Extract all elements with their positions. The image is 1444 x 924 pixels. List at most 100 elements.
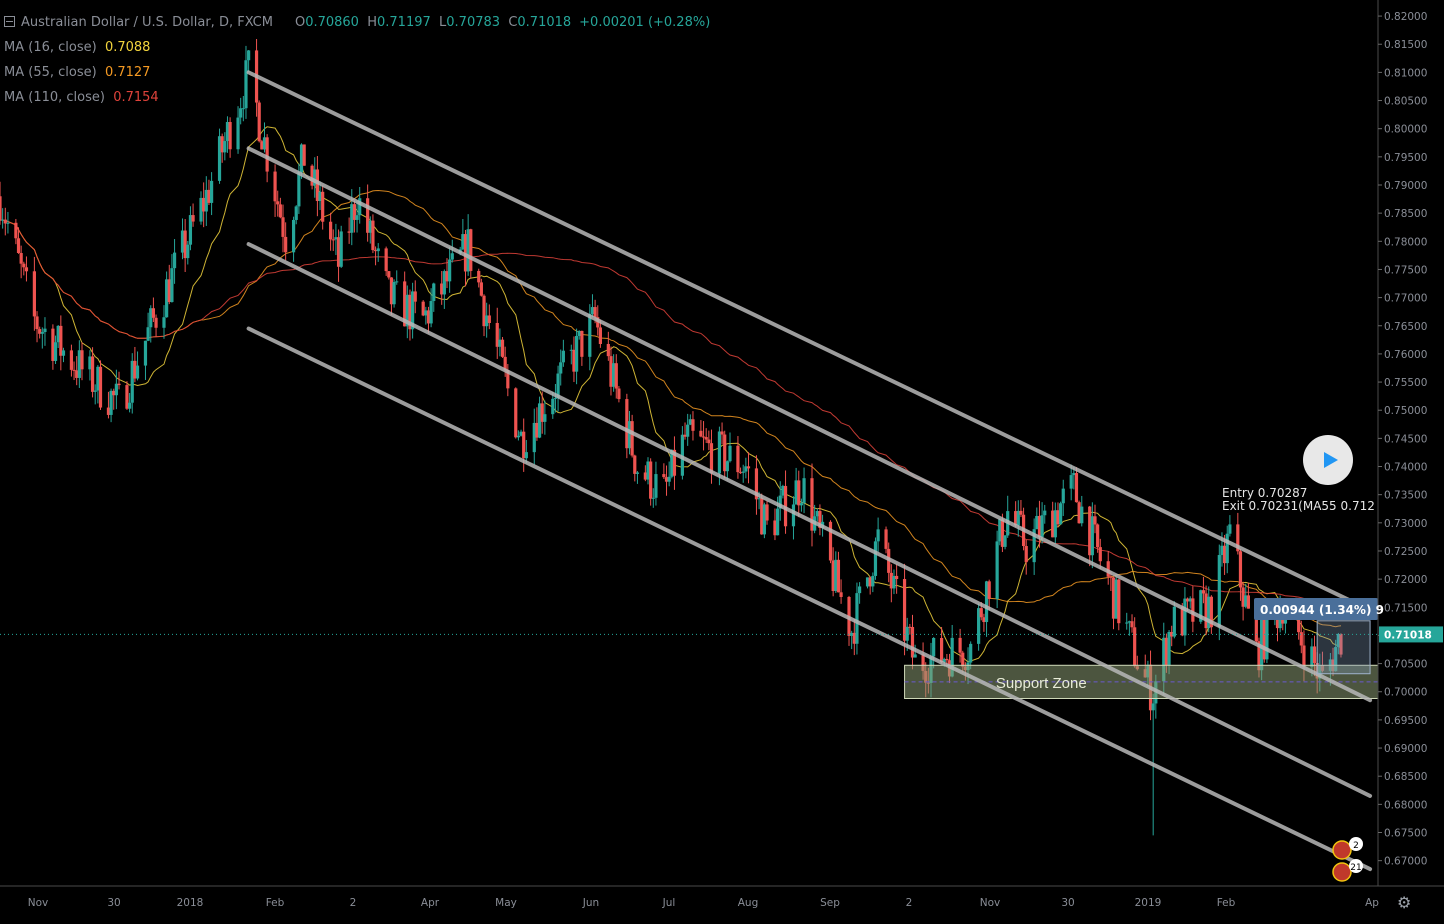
time-axis-panel <box>0 886 1444 924</box>
candle-body <box>411 291 415 330</box>
candle-body <box>1217 555 1221 628</box>
candle-body <box>913 654 917 658</box>
candle-body <box>969 643 973 663</box>
collapse-toggle-icon[interactable] <box>4 16 15 27</box>
candle-body <box>683 434 687 437</box>
candle-body <box>876 529 880 542</box>
event-count-text: 2 <box>1353 841 1359 851</box>
high-value: 0.71197 <box>377 15 431 30</box>
channel-line-1[interactable] <box>246 70 1373 613</box>
time-tick-label: Feb <box>1217 897 1236 909</box>
candle-body <box>1032 529 1036 563</box>
candle-body <box>500 339 505 357</box>
candle-body <box>543 414 547 422</box>
close-label: C <box>508 15 518 30</box>
candle-body <box>717 431 722 474</box>
candle-body <box>572 349 576 372</box>
open-value: 0.70860 <box>305 15 359 30</box>
candle-body <box>1201 590 1206 594</box>
candle-body <box>209 180 214 203</box>
candle-body <box>432 283 436 302</box>
candle-body <box>773 520 777 536</box>
high-label: H <box>367 15 377 30</box>
candle-body <box>299 144 304 173</box>
time-tick-label: Jul <box>662 897 676 909</box>
candle-body <box>114 383 118 396</box>
candle-body <box>241 108 245 110</box>
candle-body <box>1114 579 1118 619</box>
candle-body <box>1024 546 1028 563</box>
settings-gear-icon[interactable]: ⚙ <box>1397 893 1412 912</box>
candle-body <box>635 472 640 474</box>
time-tick-label: Ap <box>1365 897 1379 909</box>
candle-body <box>1191 598 1195 622</box>
candle-body <box>310 165 314 186</box>
candle-body <box>1061 488 1065 504</box>
candle-body <box>871 575 875 587</box>
candle-body <box>537 403 542 438</box>
candle-body <box>236 117 240 150</box>
candle-body <box>506 370 510 389</box>
candle-body <box>38 329 42 334</box>
time-tick-label: 2 <box>350 897 357 909</box>
candle-body <box>96 366 100 391</box>
candle-body <box>667 476 671 482</box>
candle-body <box>217 136 222 181</box>
low-label: L <box>439 15 447 30</box>
candle-body <box>606 343 610 357</box>
channel-line-2[interactable] <box>246 146 1373 703</box>
candle-body <box>88 356 92 370</box>
candle-body <box>183 230 187 259</box>
candle-body <box>109 390 113 415</box>
candle-body <box>569 349 573 351</box>
candle-body <box>1236 524 1240 552</box>
price-tick-label: 0.68500 <box>1384 771 1427 783</box>
candle-body <box>1051 510 1055 538</box>
ma-16-row[interactable]: MA (16, close) 0.7088 <box>4 39 710 64</box>
candle-body <box>654 474 658 498</box>
candle-body <box>495 322 499 347</box>
ma-110-row[interactable]: MA (110, close) 0.7154 <box>4 89 710 114</box>
candle-body <box>90 356 95 392</box>
candle-body <box>662 474 666 478</box>
ma-55-row[interactable]: MA (55, close) 0.7127 <box>4 64 710 89</box>
candle-body <box>1336 633 1340 648</box>
candle-body <box>1072 473 1076 476</box>
candle-body <box>902 579 907 641</box>
candle-body <box>643 472 647 480</box>
candle-body <box>984 581 989 623</box>
candle-body <box>1299 632 1303 646</box>
candle-body <box>445 271 449 282</box>
price-tick-label: 0.69500 <box>1384 715 1427 727</box>
candle-body <box>1185 598 1190 602</box>
candle-body <box>331 239 335 241</box>
measure-tool[interactable] <box>1254 598 1378 675</box>
channel-line-3[interactable] <box>246 242 1373 798</box>
candle-body <box>1209 596 1213 628</box>
candle-body <box>59 325 63 356</box>
candle-body <box>284 236 288 253</box>
candle-body <box>239 108 243 118</box>
channel-line-4[interactable] <box>246 326 1373 872</box>
candle-body <box>1035 515 1039 530</box>
candle-body <box>910 627 915 658</box>
channel-lines[interactable] <box>246 70 1373 872</box>
play-button[interactable] <box>1303 435 1353 485</box>
candle-body <box>1170 631 1174 637</box>
price-tick-label: 0.78000 <box>1384 236 1427 248</box>
measure-box[interactable] <box>1316 620 1371 675</box>
candle-body <box>244 60 248 109</box>
candle-body <box>1241 587 1245 607</box>
candle-body <box>1172 606 1176 637</box>
ma-line-110 <box>0 219 1342 601</box>
candle-body <box>1228 524 1232 534</box>
candle-body <box>577 330 581 336</box>
candle-body <box>426 310 431 324</box>
candle-body <box>75 370 79 378</box>
candle-body <box>413 291 417 302</box>
candle-body <box>72 369 76 371</box>
time-tick-label: May <box>495 897 517 909</box>
candle-body <box>297 172 301 207</box>
measure-label-bg <box>1254 598 1378 620</box>
